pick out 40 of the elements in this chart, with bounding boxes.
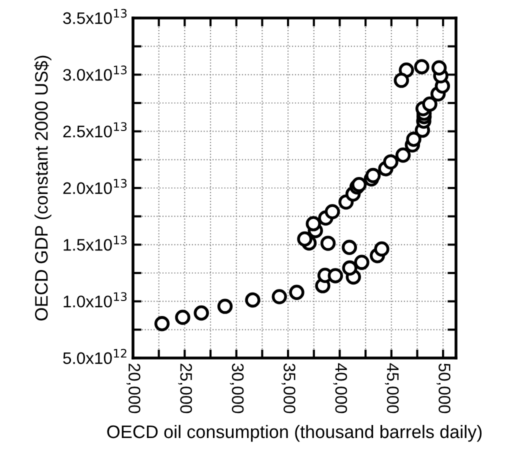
point bbox=[422, 96, 438, 112]
point bbox=[365, 168, 381, 184]
point bbox=[289, 284, 304, 300]
x-tick-label: 50,000 bbox=[436, 364, 450, 414]
point bbox=[306, 216, 321, 232]
x-tick-label: 30,000 bbox=[230, 363, 244, 414]
point bbox=[374, 241, 390, 257]
point bbox=[395, 148, 411, 163]
point bbox=[406, 132, 422, 147]
y-tick-label: 1.5x10$^{13}$ bbox=[64, 236, 127, 251]
y-tick-label: 2.5x10$^{13}$ bbox=[63, 122, 127, 138]
point bbox=[354, 254, 370, 270]
x-tick-label: 25,000 bbox=[178, 364, 192, 414]
x-tick-label: 20,000 bbox=[126, 364, 140, 414]
point bbox=[175, 310, 190, 325]
point bbox=[383, 154, 398, 170]
point bbox=[394, 72, 410, 88]
y-tick-label: 3.5x10$^{13}$ bbox=[63, 8, 127, 24]
x-tick-label: 35,000 bbox=[282, 363, 296, 414]
point bbox=[342, 260, 358, 276]
point bbox=[320, 236, 336, 251]
y-tick-label: 1.0x10$^{13}$ bbox=[64, 292, 127, 308]
point bbox=[194, 305, 209, 321]
x-tick-label: 40,000 bbox=[333, 363, 348, 414]
point bbox=[324, 204, 340, 220]
point bbox=[154, 316, 170, 332]
x-axis-title: OECD oil consumption (thousand barrels daily) bbox=[107, 424, 482, 442]
y-tick-label: 2.0x10$^{13}$ bbox=[63, 178, 127, 194]
point bbox=[328, 268, 343, 284]
y-axis-title: OECD GDP (constant 2000 US$) bbox=[34, 56, 52, 320]
point bbox=[217, 298, 233, 314]
point bbox=[431, 60, 447, 76]
y-tick-label: 3.0x10$^{13}$ bbox=[63, 66, 127, 81]
point bbox=[342, 240, 357, 255]
point bbox=[245, 292, 260, 308]
point bbox=[272, 289, 287, 304]
point bbox=[414, 59, 430, 74]
y-tick-label: 5.0x10$^{12}$ bbox=[63, 348, 126, 364]
x-tick-label: 45,000 bbox=[384, 363, 399, 414]
point bbox=[297, 231, 312, 247]
